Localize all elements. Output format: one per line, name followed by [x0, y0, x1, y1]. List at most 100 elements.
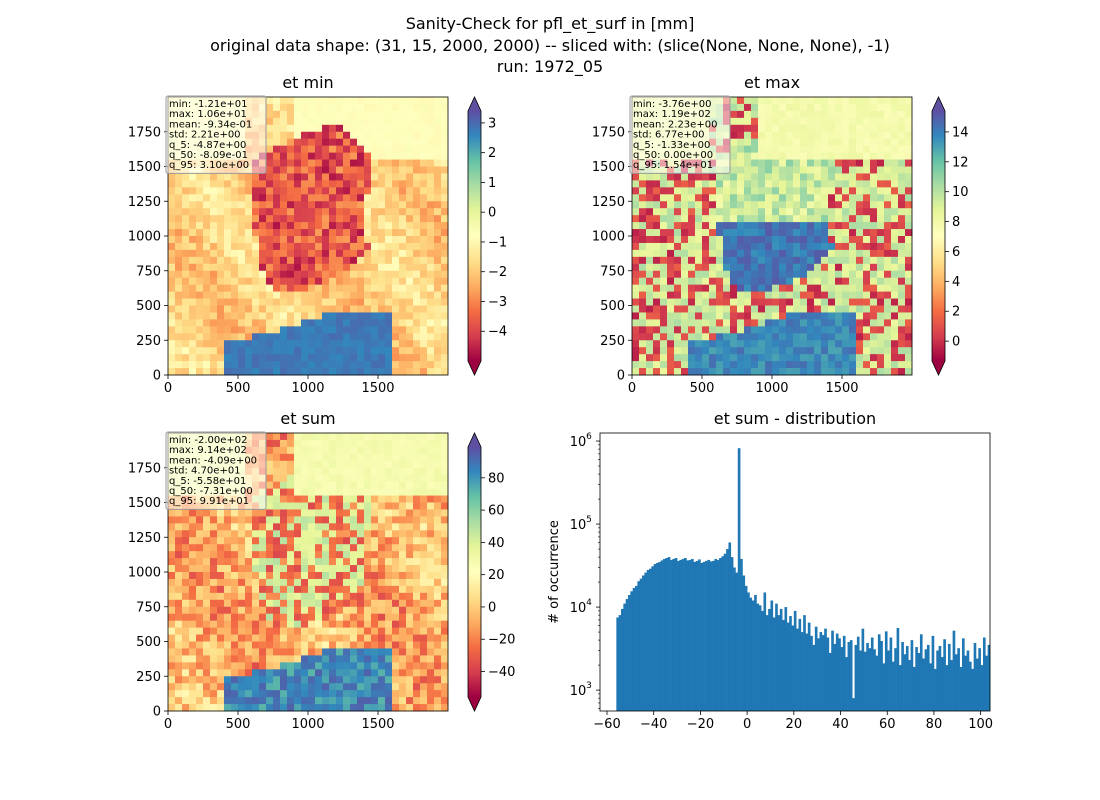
- heatmap-cell: [870, 138, 878, 147]
- stats-line: q_95: 1.54e+01: [633, 160, 713, 171]
- heatmap-cell: [646, 180, 654, 188]
- heatmap-cell: [280, 361, 288, 369]
- heatmap-cell: [758, 117, 766, 126]
- heatmap-cell: [863, 284, 871, 292]
- heatmap-cell: [336, 256, 344, 265]
- heatmap-cell: [399, 117, 407, 126]
- heatmap-cell: [175, 215, 183, 223]
- heatmap-cell: [427, 173, 435, 181]
- heatmap-cell: [406, 634, 414, 642]
- heatmap-cell: [315, 124, 323, 133]
- heatmap-cell: [821, 97, 829, 105]
- heatmap-cell: [238, 236, 246, 244]
- heatmap-cell: [364, 502, 372, 510]
- heatmap-cell: [364, 166, 372, 174]
- heatmap-cell: [744, 284, 752, 292]
- heatmap-cell: [695, 222, 703, 230]
- heatmap-cell: [807, 236, 815, 244]
- heatmap-cell: [392, 236, 400, 244]
- heatmap-cell: [175, 187, 183, 195]
- heatmap-cell: [378, 481, 386, 489]
- heatmap-cell: [891, 312, 899, 320]
- heatmap-cell: [210, 201, 218, 209]
- heatmap-cell: [441, 103, 449, 112]
- heatmap-cell: [905, 138, 913, 147]
- heatmap-cell: [238, 270, 246, 279]
- heatmap-cell: [420, 488, 428, 496]
- heatmap-cell: [406, 495, 414, 503]
- heatmap-cell: [273, 263, 281, 272]
- heatmap-cell: [280, 305, 288, 313]
- heatmap-cell: [702, 215, 710, 223]
- heatmap-cell: [870, 159, 878, 167]
- axes-title: et max: [744, 73, 800, 92]
- heatmap-cell: [392, 97, 400, 105]
- heatmap-cell: [294, 194, 302, 202]
- heatmap-cell: [301, 439, 309, 448]
- heatmap-cell: [730, 333, 738, 341]
- heatmap-cell: [413, 537, 421, 545]
- heatmap-cell: [294, 634, 302, 642]
- heatmap-cell: [392, 215, 400, 223]
- heatmap-cell: [301, 683, 309, 691]
- heatmap-cell: [350, 669, 358, 677]
- heatmap-cell: [385, 180, 393, 188]
- heatmap-cell: [870, 166, 878, 174]
- heatmap-cell: [772, 249, 780, 258]
- heatmap-cell: [709, 180, 717, 188]
- heatmap-cell: [266, 620, 274, 628]
- heatmap-cell: [856, 340, 864, 348]
- heatmap-cell: [737, 97, 745, 105]
- heatmap-cell: [294, 284, 302, 292]
- heatmap-cell: [357, 110, 365, 119]
- heatmap-cell: [758, 97, 766, 105]
- heatmap-cell: [765, 110, 773, 119]
- heatmap-cell: [322, 312, 330, 320]
- heatmap-cell: [259, 256, 267, 265]
- heatmap-cell: [399, 256, 407, 265]
- heatmap-cell: [737, 215, 745, 223]
- heatmap-cell: [877, 131, 885, 140]
- heatmap-cell: [786, 215, 794, 223]
- heatmap-cell: [287, 537, 295, 545]
- heatmap-cell: [329, 291, 337, 299]
- heatmap-cell: [287, 558, 295, 566]
- heatmap-cell: [420, 634, 428, 642]
- heatmap-cell: [336, 613, 344, 622]
- heatmap-cell: [203, 641, 211, 649]
- heatmap-cell: [287, 544, 295, 552]
- heatmap-cell: [329, 446, 337, 455]
- heatmap-cell: [336, 368, 344, 376]
- heatmap-cell: [329, 180, 337, 188]
- heatmap-cell: [350, 312, 358, 320]
- heatmap-cell: [744, 319, 752, 327]
- heatmap-cell: [427, 208, 435, 216]
- heatmap-cell: [273, 312, 281, 320]
- heatmap-cell: [189, 277, 197, 286]
- heatmap-cell: [259, 236, 267, 244]
- heatmap-cell: [828, 368, 836, 376]
- heatmap-cell: [758, 340, 766, 348]
- heatmap-cell: [308, 453, 316, 462]
- heatmap-cell: [660, 277, 668, 286]
- heatmap-cell: [884, 305, 892, 313]
- heatmap-cell: [182, 620, 190, 628]
- heatmap-cell: [427, 354, 435, 362]
- heatmap-cell: [681, 236, 689, 244]
- heatmap-cell: [891, 354, 899, 362]
- heatmap-cell: [357, 446, 365, 455]
- heatmap-cell: [772, 166, 780, 174]
- heatmap-cell: [371, 215, 379, 223]
- heatmap-cell: [336, 361, 344, 369]
- heatmap-cell: [182, 256, 190, 265]
- heatmap-cell: [238, 173, 246, 181]
- heatmap-cell: [898, 347, 906, 355]
- heatmap-cell: [231, 242, 239, 251]
- heatmap-cell: [189, 648, 197, 656]
- heatmap-cell: [343, 145, 351, 153]
- heatmap-cell: [168, 509, 176, 517]
- heatmap-cell: [660, 319, 668, 327]
- heatmap-cell: [751, 236, 759, 244]
- heatmap-cell: [203, 648, 211, 656]
- heatmap-cell: [350, 481, 358, 489]
